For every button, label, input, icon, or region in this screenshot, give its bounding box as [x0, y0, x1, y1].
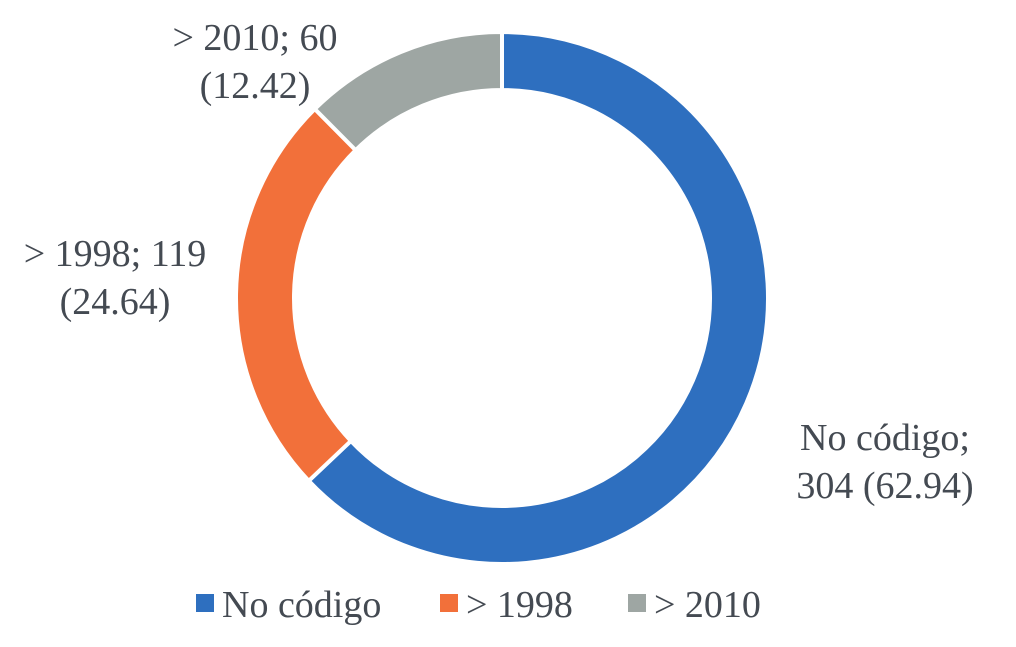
data-label-no-codigo-line1: No código;	[800, 417, 970, 459]
legend-label-no-codigo: No código	[222, 584, 381, 626]
data-label-2010-line1: > 2010; 60	[173, 17, 338, 59]
data-label-1998: > 1998; 119 (24.64)	[24, 233, 207, 323]
legend: No código > 1998 > 2010	[196, 584, 761, 626]
data-label-1998-line1: > 1998; 119	[24, 233, 207, 275]
slice-2010	[312, 29, 504, 154]
donut-ring	[234, 29, 770, 566]
legend-item-1998: > 1998	[440, 584, 573, 626]
legend-item-2010: > 2010	[628, 584, 761, 626]
legend-swatch-2010	[628, 594, 646, 612]
legend-item-no-codigo: No código	[196, 584, 381, 626]
data-label-no-codigo: No código; 304 (62.94)	[796, 417, 973, 507]
slice-no-codigo	[305, 29, 770, 566]
data-label-no-codigo-line2: 304 (62.94)	[796, 465, 973, 507]
data-label-2010: > 2010; 60 (12.42)	[173, 17, 338, 107]
legend-label-1998: > 1998	[466, 584, 573, 626]
legend-label-2010: > 2010	[654, 584, 761, 626]
data-label-1998-line2: (24.64)	[60, 281, 171, 323]
data-label-2010-line2: (12.42)	[200, 65, 311, 107]
slice-1998	[234, 106, 359, 484]
legend-swatch-1998	[440, 594, 458, 612]
legend-swatch-no-codigo	[196, 594, 214, 612]
